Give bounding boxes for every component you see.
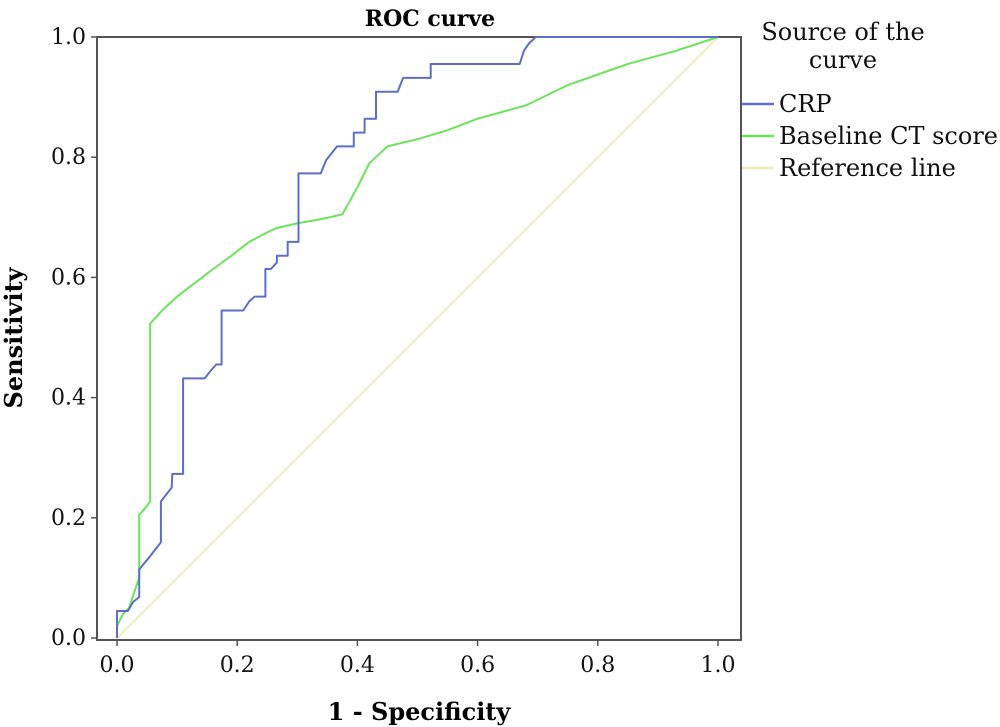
legend-label-crp: CRP (779, 90, 832, 118)
legend-label-baseline-ct-score: Baseline CT score (779, 122, 998, 150)
y-axis-title: Sensitivity (0, 266, 28, 408)
x-tick-label: 0.0 (100, 653, 135, 678)
x-tick-label: 0.8 (580, 653, 615, 678)
series-line-reference-line (116, 36, 719, 639)
series-layer (116, 36, 719, 639)
y-tick-label: 0.6 (51, 265, 86, 290)
axes-layer: 0.0 0.2 0.4 0.6 0.8 1.0 0.0 0.2 0.4 0.6 0.8 1.0 (51, 25, 736, 678)
chart-title: ROC curve (365, 6, 495, 32)
plot-area-frame (96, 36, 742, 641)
x-tick-label: 1.0 (701, 653, 736, 678)
y-tick-label: 0.2 (51, 506, 86, 531)
legend-title: Source of the (761, 18, 924, 46)
legend-label-reference-line: Reference line (779, 154, 956, 182)
x-tick-label: 0.6 (460, 653, 495, 678)
x-axis-title: 1 - Specificity (328, 697, 512, 726)
y-tick-label: 0.0 (51, 626, 86, 651)
y-tick-label: 0.4 (51, 386, 86, 411)
series-line-baseline-ct-score (116, 36, 719, 638)
x-tick-label: 0.2 (220, 653, 255, 678)
y-tick-label: 0.8 (51, 145, 86, 170)
series-line-crp (116, 36, 718, 638)
x-tick-label: 0.4 (340, 653, 375, 678)
y-tick-label: 1.0 (51, 25, 86, 50)
legend-title: curve (809, 46, 877, 74)
